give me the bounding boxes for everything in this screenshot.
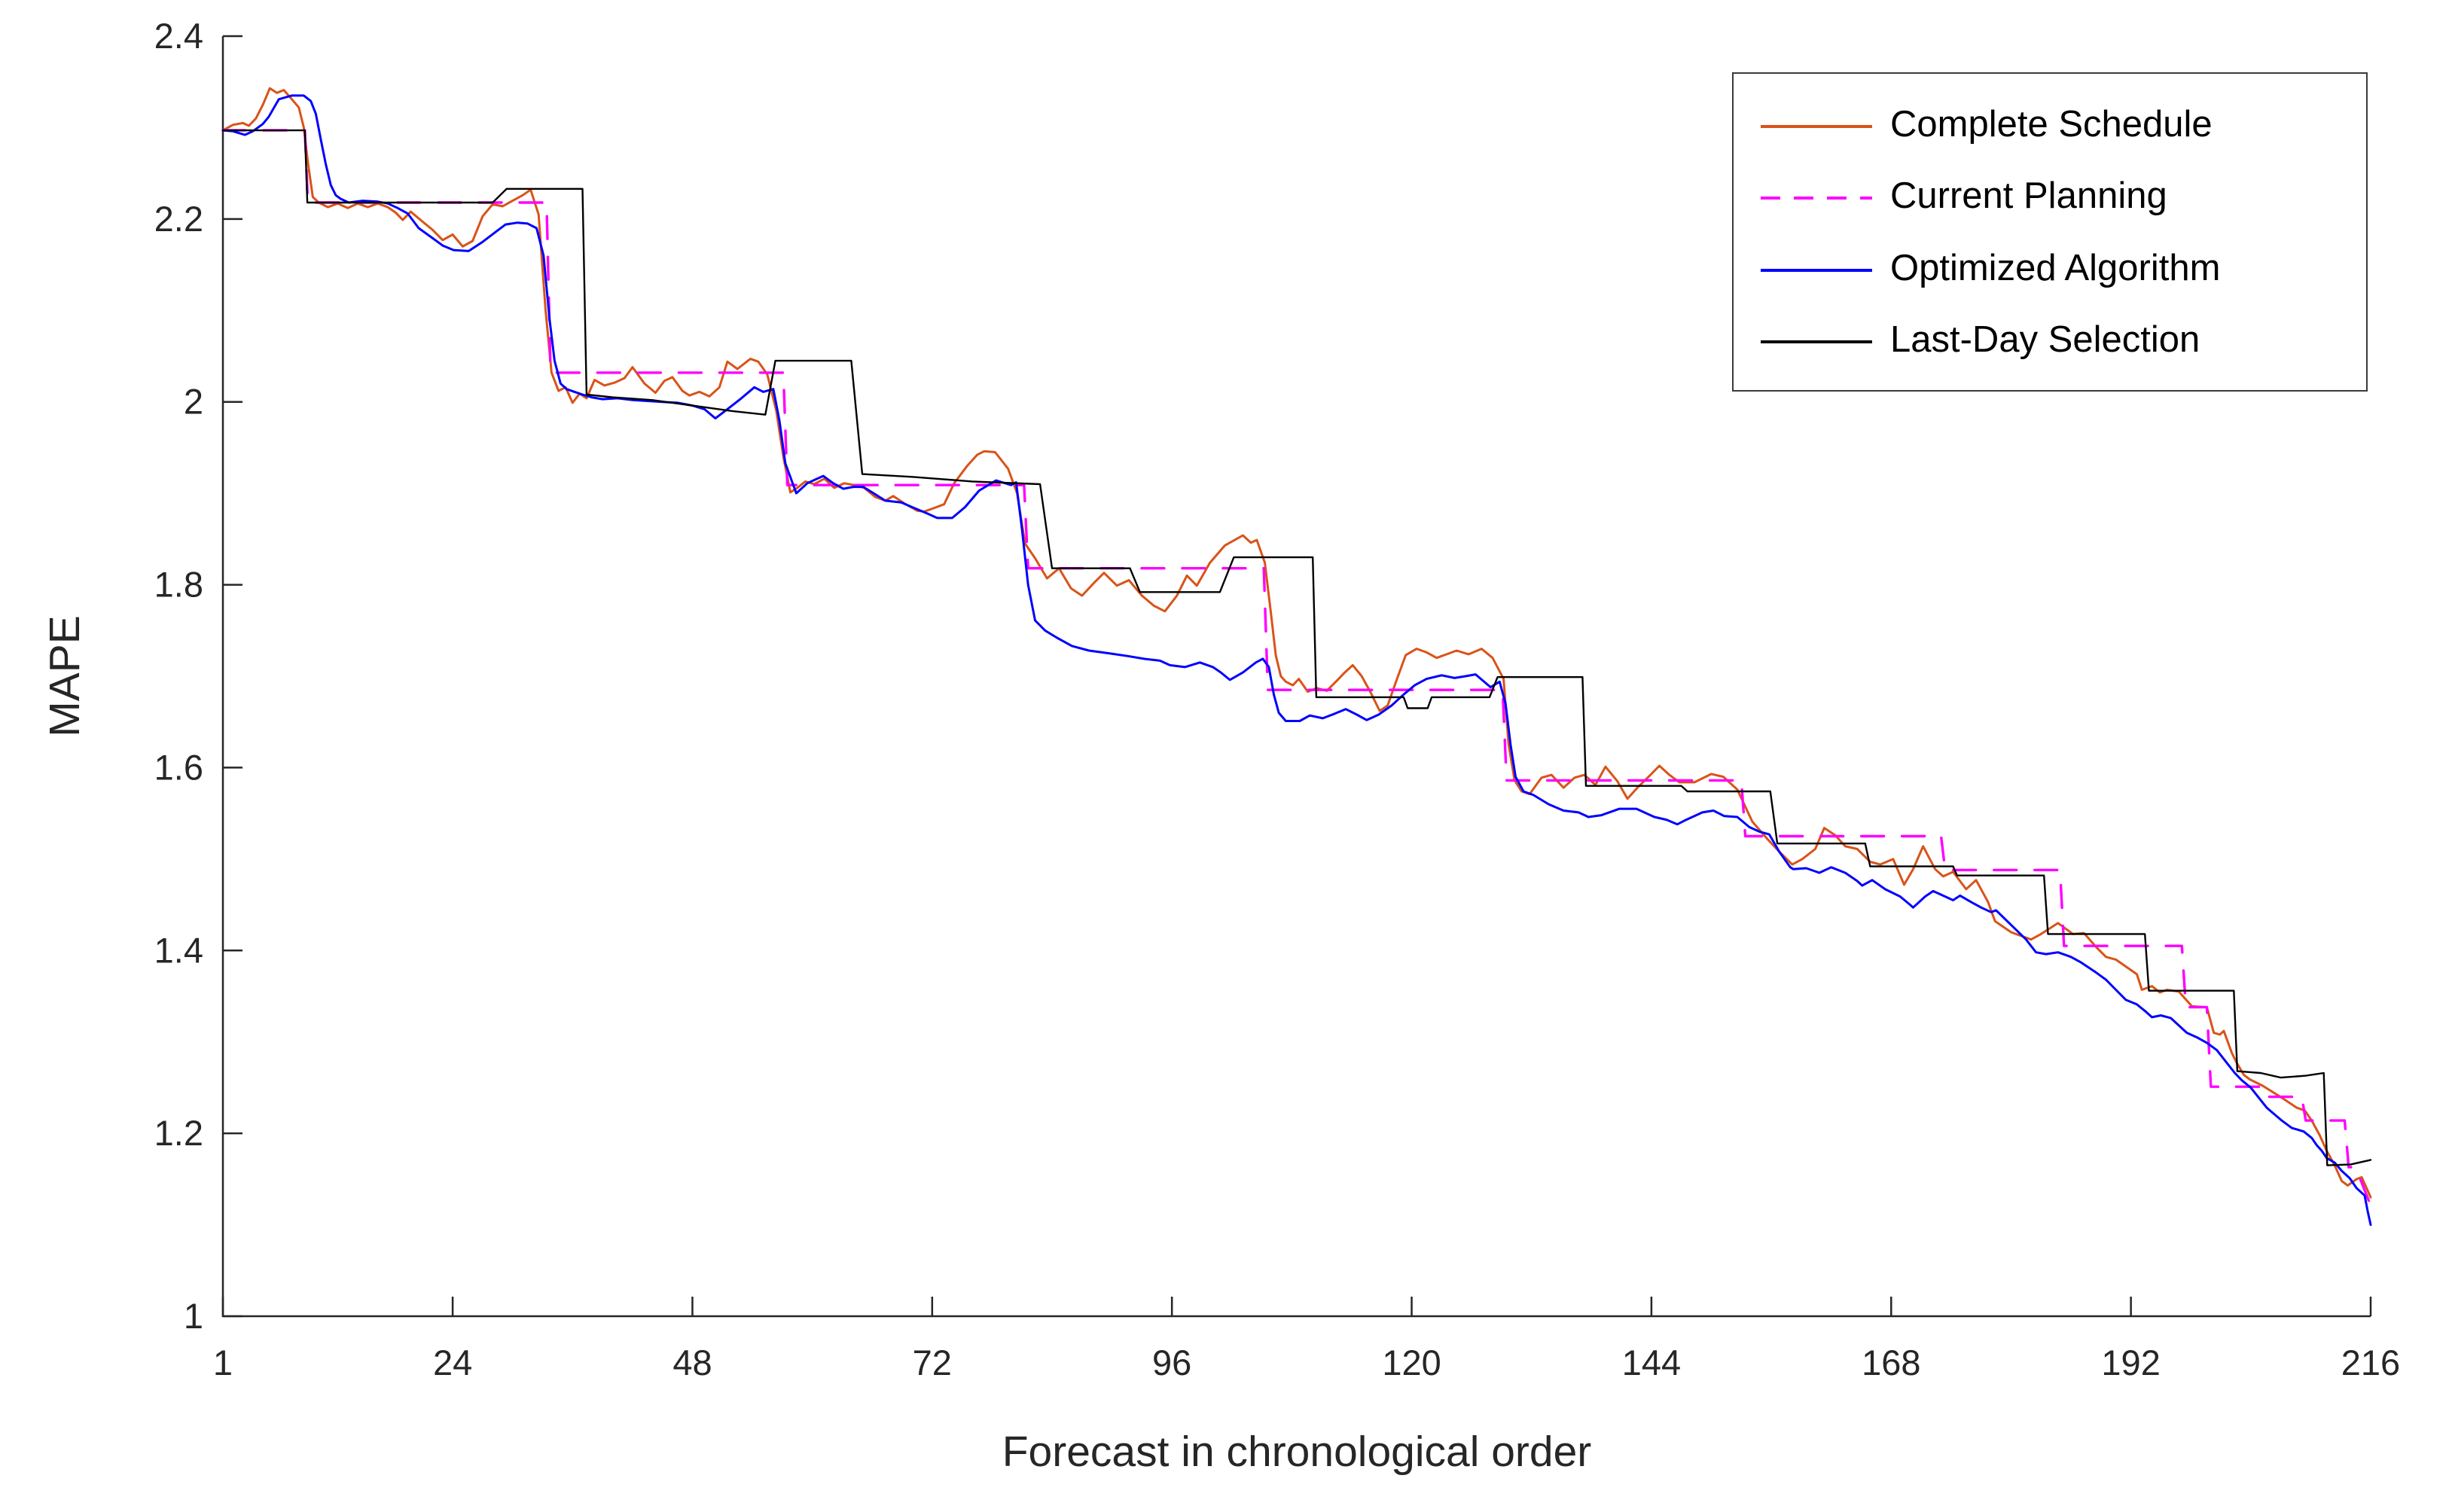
x-tick-label: 168 <box>1862 1343 1920 1382</box>
legend-line-sample-icon <box>1759 120 1874 129</box>
x-tick-label: 72 <box>913 1343 952 1382</box>
x-tick-label: 96 <box>1152 1343 1191 1382</box>
legend-label: Current Planning <box>1890 175 2167 217</box>
x-tick-label: 192 <box>2101 1343 2160 1382</box>
x-tick-label: 216 <box>2341 1343 2400 1382</box>
series-line-current-planning <box>221 129 2372 1207</box>
y-tick-label: 2.4 <box>154 16 203 56</box>
y-tick-label: 1.4 <box>154 930 203 970</box>
legend-label: Optimized Algorithm <box>1890 247 2221 288</box>
legend-item-complete-schedule: Complete Schedule <box>1759 103 2366 145</box>
y-axis-title: MAPE <box>41 615 89 737</box>
x-tick-label: 1 <box>213 1343 233 1382</box>
x-tick-label: 24 <box>433 1343 472 1382</box>
legend-item-last-day-selection: Last-Day Selection <box>1759 319 2366 361</box>
y-tick-label: 1.6 <box>154 747 203 787</box>
legend: Complete Schedule Current Planning Optim… <box>1732 72 2368 392</box>
legend-line-sample-icon <box>1759 192 1874 200</box>
x-tick-label: 48 <box>672 1343 712 1382</box>
legend-label: Complete Schedule <box>1890 104 2213 145</box>
series-line-complete-schedule <box>221 87 2372 1199</box>
y-tick-label: 1 <box>184 1296 203 1336</box>
x-tick-label: 144 <box>1622 1343 1681 1382</box>
y-tick-label: 1.2 <box>154 1113 203 1153</box>
y-tick-label: 2.2 <box>154 199 203 239</box>
series-line-optimized-algorithm <box>221 94 2372 1227</box>
y-tick-label: 2 <box>184 382 203 422</box>
legend-item-optimized-algorithm: Optimized Algorithm <box>1759 247 2366 289</box>
x-tick-label: 120 <box>1382 1343 1441 1382</box>
legend-line-sample-icon <box>1759 264 1874 272</box>
series-line-last-day-selection <box>221 129 2372 1166</box>
y-tick-label: 1.8 <box>154 565 203 605</box>
legend-item-current-planning: Current Planning <box>1759 175 2366 217</box>
legend-label: Last-Day Selection <box>1890 319 2200 360</box>
x-axis-title: Forecast in chronological order <box>1002 1428 1592 1476</box>
legend-line-sample-icon <box>1759 336 1874 343</box>
